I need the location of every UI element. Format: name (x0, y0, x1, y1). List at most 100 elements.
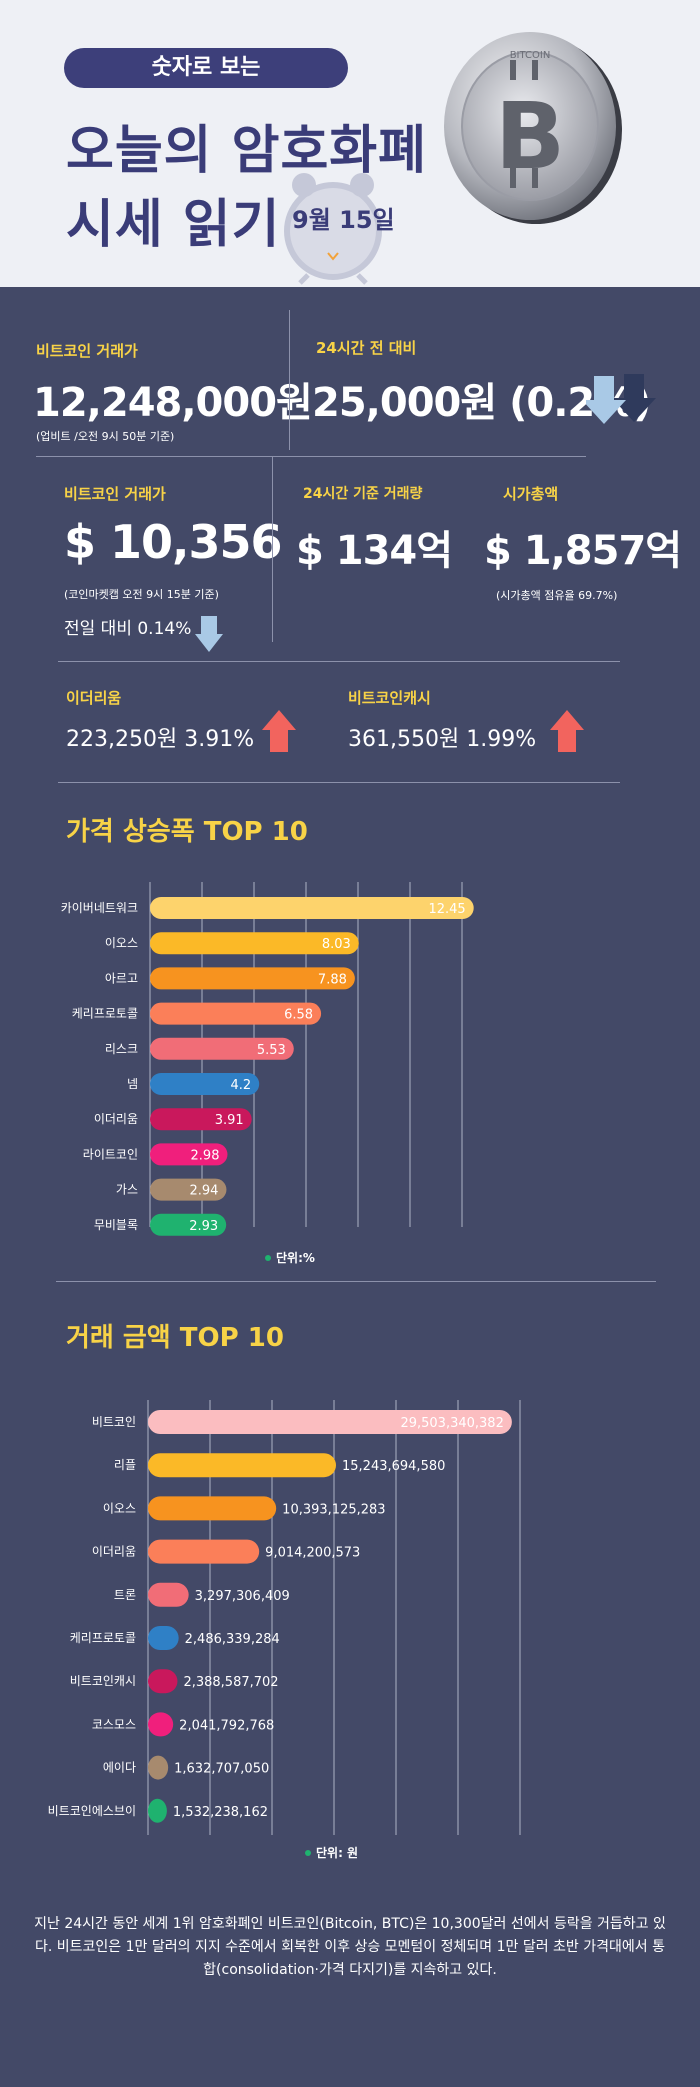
bar (148, 1669, 178, 1694)
value-label: 2,388,587,702 (183, 1675, 278, 1690)
bar (150, 967, 355, 990)
bar (150, 1108, 252, 1131)
category-label: 트론 (114, 1588, 136, 1602)
legend-dot (265, 1255, 271, 1261)
category-label: 이오스 (103, 1501, 136, 1515)
up-arrow-icon (550, 710, 584, 752)
eth-value: 223,250원 3.91% (66, 727, 255, 752)
bar (150, 1073, 260, 1095)
value-label: 2.98 (191, 1148, 220, 1163)
header-pill: 숫자로 보는 (64, 48, 348, 88)
category-label: 아르고 (105, 971, 138, 985)
usd-price-label: 비트코인 거래가 (64, 485, 166, 503)
category-label: 이오스 (105, 936, 138, 950)
category-label: 리스크 (105, 1042, 138, 1056)
svg-text:B: B (495, 83, 565, 190)
value-label: 29,503,340,382 (400, 1416, 503, 1431)
down-arrow-icons (586, 374, 656, 424)
alarm-clock-icon (284, 173, 382, 285)
category-label: 라이트코인 (83, 1147, 138, 1161)
page-title-line2: 시세 읽기 (66, 195, 281, 255)
bar (148, 1539, 260, 1564)
category-label: 리플 (114, 1458, 136, 1472)
krw-price-value: 12,248,000원 (33, 380, 313, 426)
value-label: 1,532,238,162 (173, 1805, 268, 1820)
bar (148, 1798, 167, 1823)
market-cap-label: 시가총액 (503, 485, 559, 503)
value-label: 3.91 (215, 1113, 244, 1128)
bar (148, 1712, 174, 1737)
chart1-title: 가격 상승폭 TOP 10 (66, 817, 308, 847)
svg-text:BITCOIN: BITCOIN (510, 50, 551, 61)
value-label: 4.2 (231, 1078, 252, 1093)
down-arrow-icon (195, 616, 223, 652)
divider (58, 661, 620, 662)
divider (58, 782, 620, 783)
bar (150, 1143, 228, 1166)
krw-change-label: 24시간 전 대비 (316, 339, 417, 357)
divider (272, 456, 273, 642)
category-label: 무비블록 (94, 1218, 138, 1232)
category-label: 에이다 (103, 1761, 136, 1775)
divider (289, 310, 290, 450)
value-label: 3,297,306,409 (195, 1589, 290, 1604)
header: 숫자로 보는 오늘의 암호화폐 시세 읽기 9월 15일 BITCOIN B (0, 0, 700, 287)
value-label: 15,243,694,580 (342, 1459, 445, 1474)
price-rise-chart: 카이버네트워크 12.45 이오스 8.03 아르고 7.88 케리프로토콜 6.58 리스크 5… (61, 882, 474, 1265)
value-label: 6.58 (284, 1008, 313, 1023)
krw-price-note: (업비트 /오전 9시 50분 기준) (36, 430, 175, 443)
divider (36, 456, 586, 457)
market-cap-note: (시가총액 점유율 69.7%) (496, 589, 618, 602)
summary-text: 지난 24시간 동안 세계 1위 암호화폐인 비트코인(Bitcoin, BTC… (34, 1916, 666, 1978)
bar (148, 1496, 277, 1521)
page-title-line1: 오늘의 암호화폐 (66, 121, 427, 181)
bar (150, 1037, 294, 1060)
value-label: 5.53 (257, 1043, 286, 1058)
value-label: 2.94 (189, 1184, 218, 1199)
bch-label: 비트코인캐시 (348, 689, 431, 707)
bar (148, 1626, 179, 1650)
legend-dot (305, 1850, 311, 1856)
value-label: 2.93 (189, 1219, 218, 1234)
bar (148, 1755, 169, 1780)
category-label: 카이버네트워크 (61, 901, 138, 915)
value-label: 2,041,792,768 (179, 1718, 274, 1733)
unit-label: 단위: 원 (316, 1845, 358, 1860)
value-label: 7.88 (318, 972, 347, 987)
usd-price-note: (코인마켓캡 오전 9시 15분 기준) (64, 588, 219, 601)
value-label: 12.45 (428, 902, 465, 917)
usd-price-value: $ 10,356 (64, 515, 283, 569)
category-label: 가스 (116, 1183, 138, 1197)
category-label: 케리프로토콜 (70, 1631, 136, 1645)
bar (150, 1213, 227, 1236)
unit-label: 단위:% (276, 1250, 315, 1265)
value-label: 1,632,707,050 (174, 1762, 269, 1777)
category-label: 비트코인캐시 (70, 1674, 136, 1688)
bitcoin-coin-icon: BITCOIN B (444, 32, 622, 224)
up-arrow-icon (262, 710, 296, 752)
category-label: 이더리움 (92, 1545, 136, 1559)
value-label: 10,393,125,283 (282, 1502, 385, 1517)
category-label: 케리프로토콜 (72, 1007, 138, 1021)
bar (148, 1410, 512, 1434)
value-label: 8.03 (322, 937, 351, 952)
category-label: 넴 (127, 1077, 138, 1091)
category-label: 비트코인에스브이 (48, 1804, 136, 1818)
krw-price-label: 비트코인 거래가 (36, 342, 138, 360)
bar (148, 1453, 337, 1478)
trade-amount-chart: 비트코인 29,503,340,382 리플 15,243,694,580 이오스 10,… (48, 1400, 521, 1860)
daily-change-text: 전일 대비 0.14% (64, 619, 192, 639)
divider (56, 1281, 656, 1282)
bch-value: 361,550원 1.99% (348, 727, 537, 752)
category-label: 이더리움 (94, 1112, 138, 1126)
value-label: 9,014,200,573 (265, 1546, 360, 1561)
value-label: 2,486,339,284 (185, 1632, 280, 1647)
category-label: 코스모스 (92, 1717, 136, 1731)
bar (150, 1178, 227, 1201)
bar (148, 1582, 189, 1607)
date-label: 9월 15일 (292, 206, 395, 234)
bar (150, 1002, 322, 1025)
market-cap-value: $ 1,857억 (484, 528, 682, 574)
volume-value: $ 134억 (296, 528, 453, 574)
eth-label: 이더리움 (66, 689, 122, 707)
